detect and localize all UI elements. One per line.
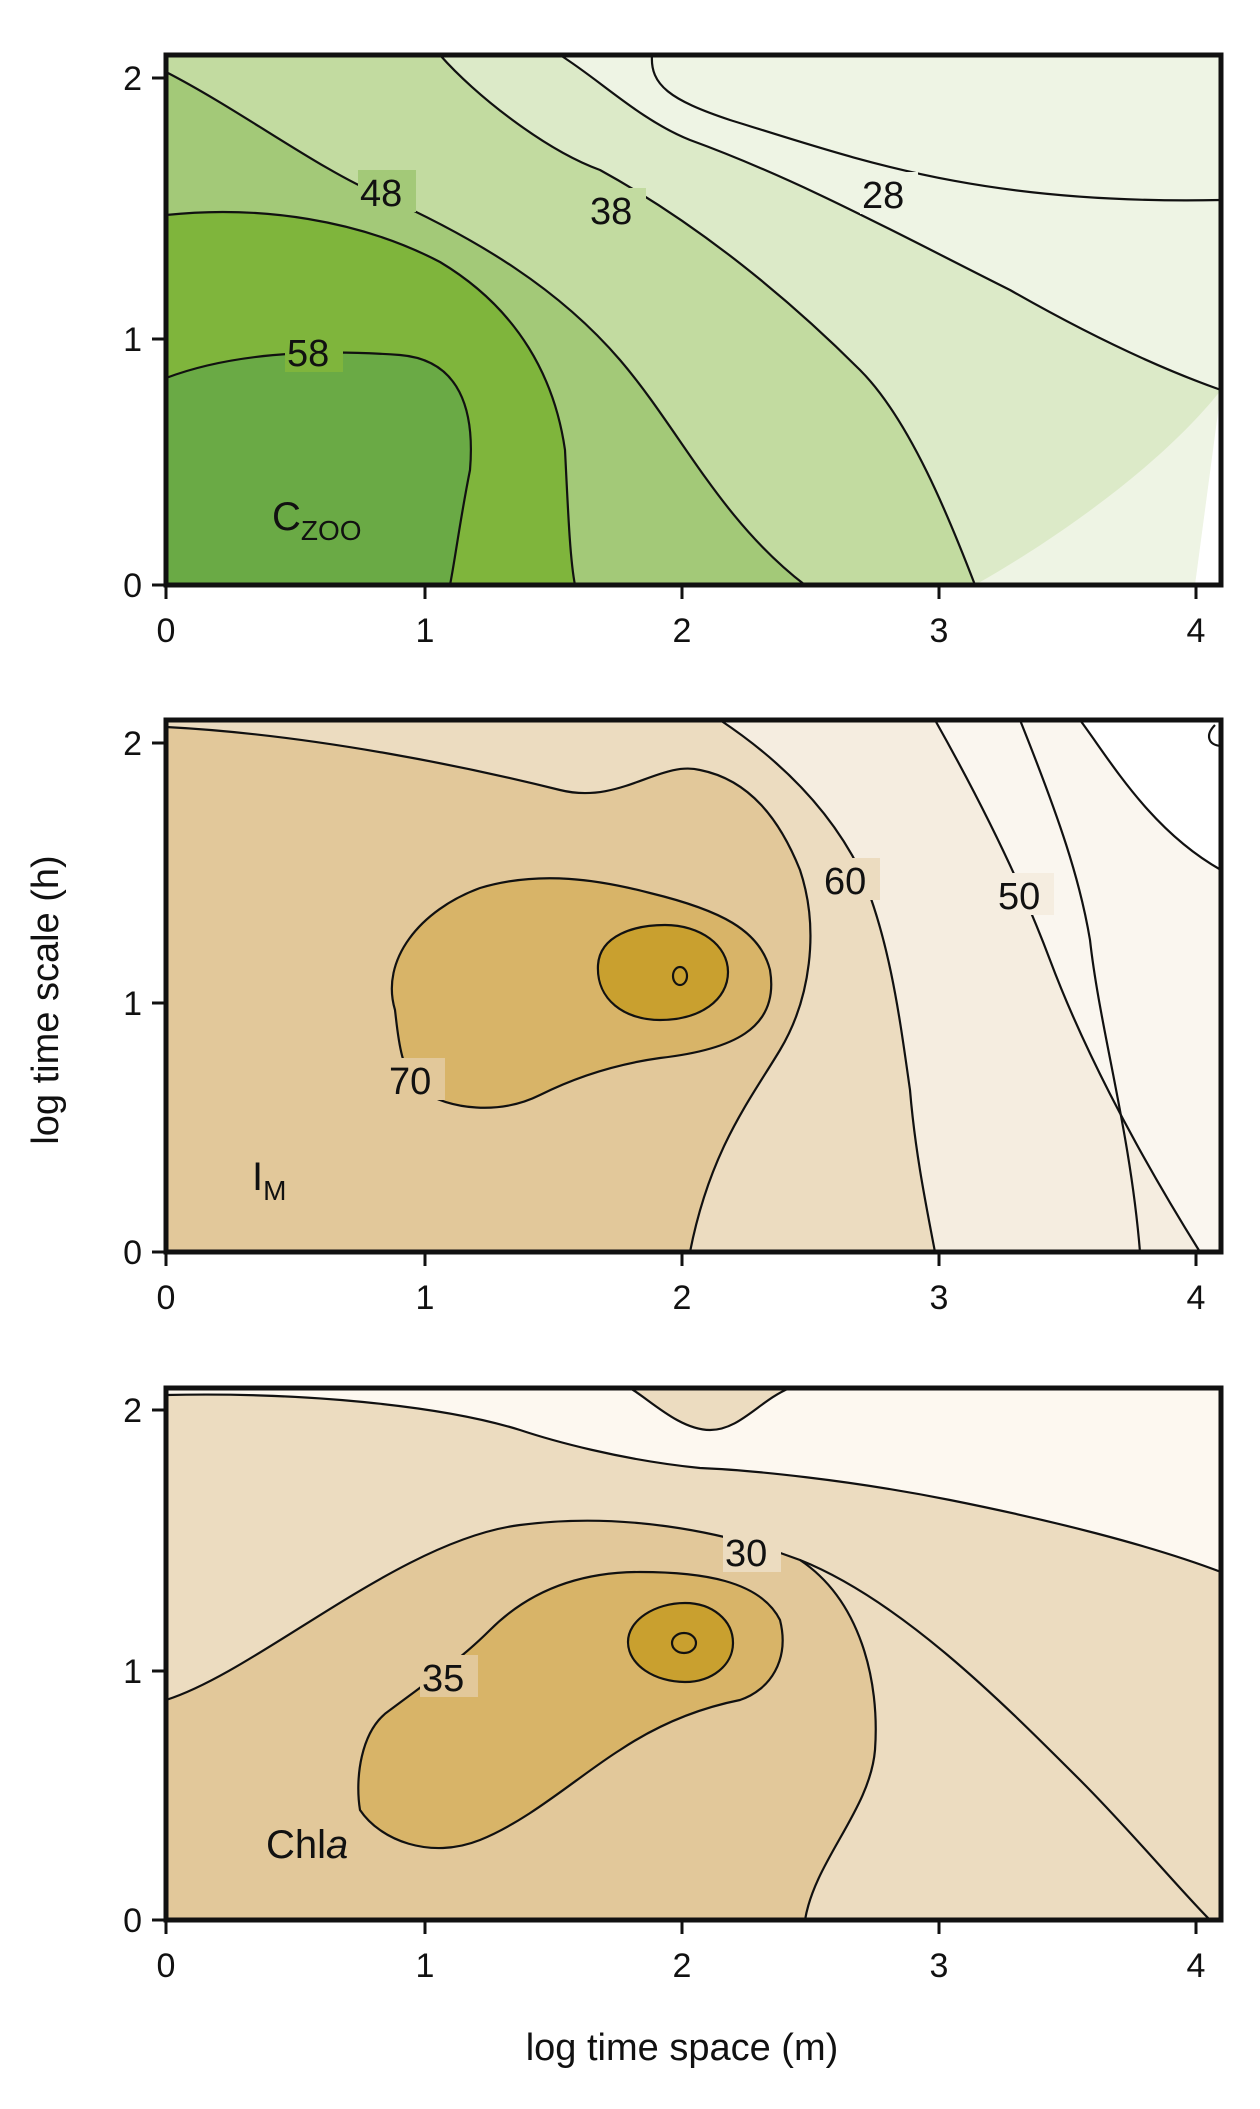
chla-x-tick-label-1: 1 (416, 1947, 435, 1985)
czoo-y-tick-label-0: 0 (123, 567, 142, 605)
chla-label-bg-35 (420, 1655, 478, 1697)
chla-x-tick-label-4: 4 (1187, 1947, 1206, 1985)
czoo-variable-label: CZOO (272, 495, 362, 546)
czoo-x-tick-label-2: 2 (673, 612, 692, 650)
im-isoline-75 (596, 923, 730, 1022)
im-isoline-60 (719, 719, 937, 1253)
im-x-tick-label-2: 2 (673, 1279, 692, 1317)
chla-contour-label-35: 35 (422, 1658, 464, 1700)
im-variable-name: I (252, 1155, 263, 1199)
im-y-tick-label-1: 1 (123, 985, 142, 1023)
czoo-isoline-58 (165, 351, 472, 586)
czoo-isoline-28 (650, 54, 1222, 202)
czoo-isoline-38 (439, 54, 977, 586)
im-y-axis: 0 1 2 (123, 725, 166, 1272)
im-contour-label-70: 70 (389, 1061, 431, 1103)
chla-band-top (166, 1388, 1221, 1572)
chla-isoline-peak (670, 1631, 698, 1655)
x-axis-title: log time space (m) (526, 2027, 839, 2069)
chla-y-tick-label-1: 1 (123, 1653, 142, 1691)
czoo-x-tick-label-1: 1 (416, 612, 435, 650)
y-axis-title: log time scale (h) (25, 855, 67, 1144)
im-x-axis: 0 1 2 3 4 (157, 1252, 1206, 1317)
czoo-contour-label-48: 48 (360, 173, 402, 215)
czoo-y-tick-label-1: 1 (123, 321, 142, 359)
czoo-label-bg-28 (860, 172, 918, 214)
im-isoline-50 (1018, 719, 1142, 1253)
im-isoline-45 (1079, 719, 1222, 871)
im-isoline-peak (671, 965, 689, 987)
im-isoline-70 (390, 877, 773, 1109)
czoo-contour-label-28: 28 (862, 175, 904, 217)
panel-chla: 30 35 Chla 0 1 2 0 1 2 3 4 (123, 1385, 1224, 1985)
czoo-variable-subscript: ZOO (301, 515, 362, 546)
czoo-isoline-48b (165, 71, 806, 586)
czoo-contour-label-38: 38 (590, 191, 632, 233)
czoo-plot-frame (163, 52, 1224, 588)
im-variable-subscript: M (263, 1175, 286, 1206)
chla-x-tick-label-3: 3 (930, 1947, 949, 1985)
chla-isoline-top (629, 1386, 791, 1432)
chla-x-tick-label-2: 2 (673, 1947, 692, 1985)
chla-variable-label: Chla (266, 1823, 348, 1867)
chla-isoline-28 (799, 1558, 1211, 1921)
chla-y-tick-label-2: 2 (123, 1392, 142, 1430)
czoo-label-bg-38 (588, 188, 646, 230)
im-plot-frame (163, 717, 1224, 1255)
im-label-bg-60 (822, 858, 880, 900)
czoo-variable-name: C (272, 495, 301, 539)
panel-czoo: 48 38 28 58 CZOO 0 1 2 0 1 2 3 (123, 52, 1224, 650)
chla-y-tick-label-0: 0 (123, 1902, 142, 1940)
czoo-isoline-48 (165, 210, 577, 586)
chla-y-axis: 0 1 2 (123, 1392, 166, 1940)
im-x-tick-label-1: 1 (416, 1279, 435, 1317)
chla-label-bg-30 (723, 1530, 781, 1572)
chla-band-0 (628, 1603, 733, 1682)
im-x-tick-label-0: 0 (157, 1279, 176, 1317)
chla-isoline-40 (626, 1601, 735, 1684)
im-contour-label-60: 60 (824, 861, 866, 903)
im-label-bg-70 (387, 1058, 445, 1100)
czoo-isoline-34 (559, 54, 1222, 392)
chla-x-axis: 0 1 2 3 4 (157, 1920, 1206, 1985)
chla-isoline-25 (165, 1393, 1222, 1574)
im-y-tick-label-2: 2 (123, 725, 142, 763)
chla-variable-italic: a (326, 1823, 348, 1867)
czoo-label-bg-58 (285, 330, 343, 372)
im-label-bg-50 (996, 873, 1054, 915)
im-x-tick-label-3: 3 (930, 1279, 949, 1317)
czoo-x-tick-label-3: 3 (930, 612, 949, 650)
im-variable-label: IM (252, 1155, 286, 1206)
im-contour-label-50: 50 (998, 876, 1040, 918)
panel-im: 60 50 70 IM 0 1 2 0 1 2 3 4 (123, 717, 1224, 1317)
im-x-tick-label-4: 4 (1187, 1279, 1206, 1317)
czoo-y-axis: 0 1 2 (123, 60, 166, 605)
chla-x-tick-label-0: 0 (157, 1947, 176, 1985)
im-y-tick-label-0: 0 (123, 1234, 142, 1272)
im-isoline-40 (1207, 724, 1222, 748)
czoo-x-axis: 0 1 2 3 4 (157, 585, 1206, 650)
im-band-0 (597, 925, 728, 1020)
czoo-label-bg-48 (358, 170, 416, 212)
czoo-x-tick-label-0: 0 (157, 612, 176, 650)
chla-contour-label-30: 30 (725, 1533, 767, 1575)
chla-plot-frame (163, 1385, 1224, 1923)
im-isoline-65 (165, 725, 812, 1253)
im-isoline-55 (934, 719, 1201, 1253)
chla-variable-name: Chl (266, 1823, 326, 1867)
czoo-y-tick-label-2: 2 (123, 60, 142, 98)
czoo-band-0 (166, 352, 471, 585)
czoo-contour-label-58: 58 (287, 333, 329, 375)
czoo-x-tick-label-4: 4 (1187, 612, 1206, 650)
